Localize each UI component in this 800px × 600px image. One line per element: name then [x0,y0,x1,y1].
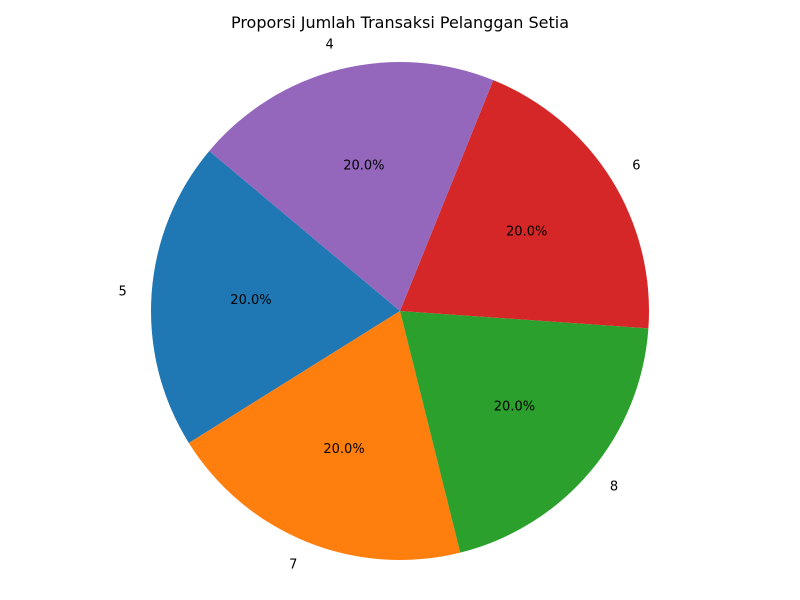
pie-slice-5 [151,150,400,443]
pie-labels: 5 20.0% 7 20.0% 8 20.0% 6 20.0% 4 20.0% [118,38,640,573]
slice-percent-4: 20.0% [343,159,384,174]
slice-label-5: 5 [118,284,126,299]
pie-slice-8 [400,311,649,553]
pie-slice-4 [209,62,494,311]
slice-percent-5: 20.0% [230,293,271,308]
slice-label-6: 6 [632,158,640,173]
slice-percent-7: 20.0% [323,442,364,457]
pie-slice-7 [188,311,461,560]
pie-slice-6 [400,80,649,329]
slice-label-8: 8 [610,480,618,495]
slice-percent-6: 20.0% [506,224,547,239]
pie-slices [151,62,649,560]
slice-label-7: 7 [289,557,297,572]
chart-title: Proporsi Jumlah Transaksi Pelanggan Seti… [231,13,569,32]
slice-label-4: 4 [325,38,333,53]
slice-percent-8: 20.0% [494,400,535,415]
